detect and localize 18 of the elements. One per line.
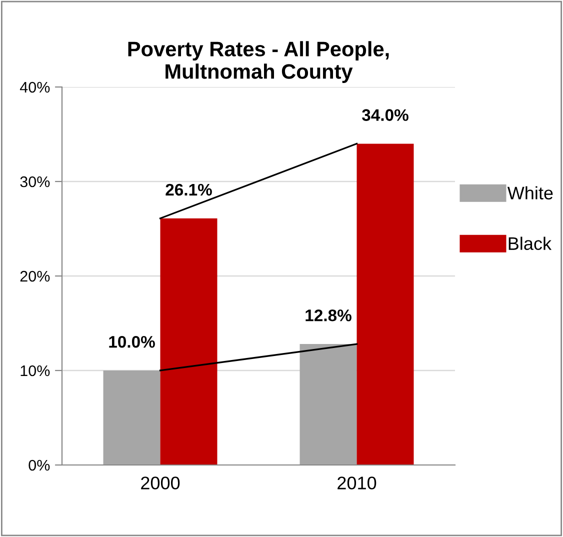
- y-tick-label: 40%: [20, 82, 50, 93]
- bar: [356, 144, 414, 465]
- data-label: 34.0%: [362, 109, 408, 121]
- data-label: 12.8%: [306, 310, 352, 322]
- x-tick-label: 2010: [338, 476, 376, 490]
- legend-label: White: [507, 186, 553, 200]
- bar: [103, 370, 160, 465]
- data-label: 10.0%: [109, 336, 155, 348]
- data-label: 26.1%: [166, 184, 212, 196]
- chart-title: Poverty Rates - All People, Multnomah County: [128, 41, 389, 83]
- bar: [300, 344, 357, 465]
- y-tick-label: 20%: [20, 270, 50, 282]
- bar: [160, 218, 218, 465]
- y-tick-label: 30%: [20, 176, 50, 188]
- x-tick-label: 2000: [141, 476, 180, 490]
- y-tick-label: 10%: [20, 365, 50, 376]
- y-tick-label: 0%: [28, 460, 50, 471]
- legend-label: Black: [508, 236, 552, 250]
